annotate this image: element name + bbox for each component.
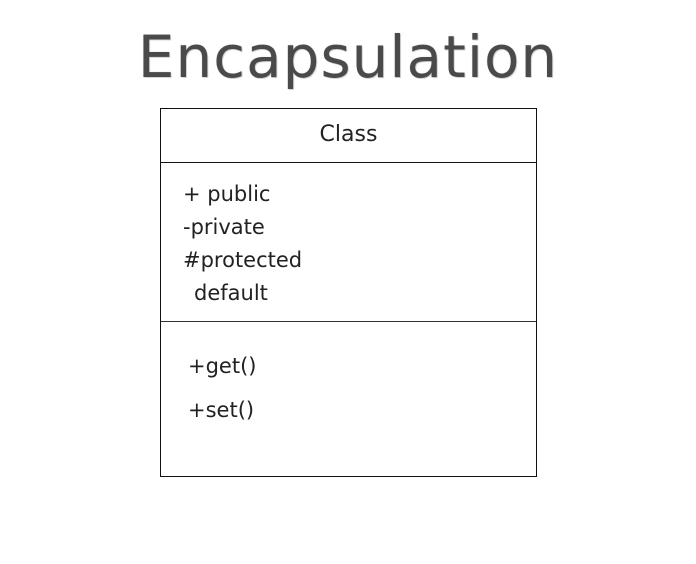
methods-compartment: +get() +set() [161,322,536,476]
method-get: +get() [188,354,257,378]
class-name-compartment: Class [161,109,536,163]
uml-class-box: Class + public -private #protected defau… [160,108,537,477]
attribute-protected: #protected [183,248,303,272]
attribute-public: + public [183,182,271,206]
method-set: +set() [188,398,255,422]
attribute-default: default [194,281,268,305]
diagram-title: Encapsulation [137,23,559,91]
attribute-private: -private [183,215,265,239]
attributes-compartment: + public -private #protected default [161,163,536,322]
